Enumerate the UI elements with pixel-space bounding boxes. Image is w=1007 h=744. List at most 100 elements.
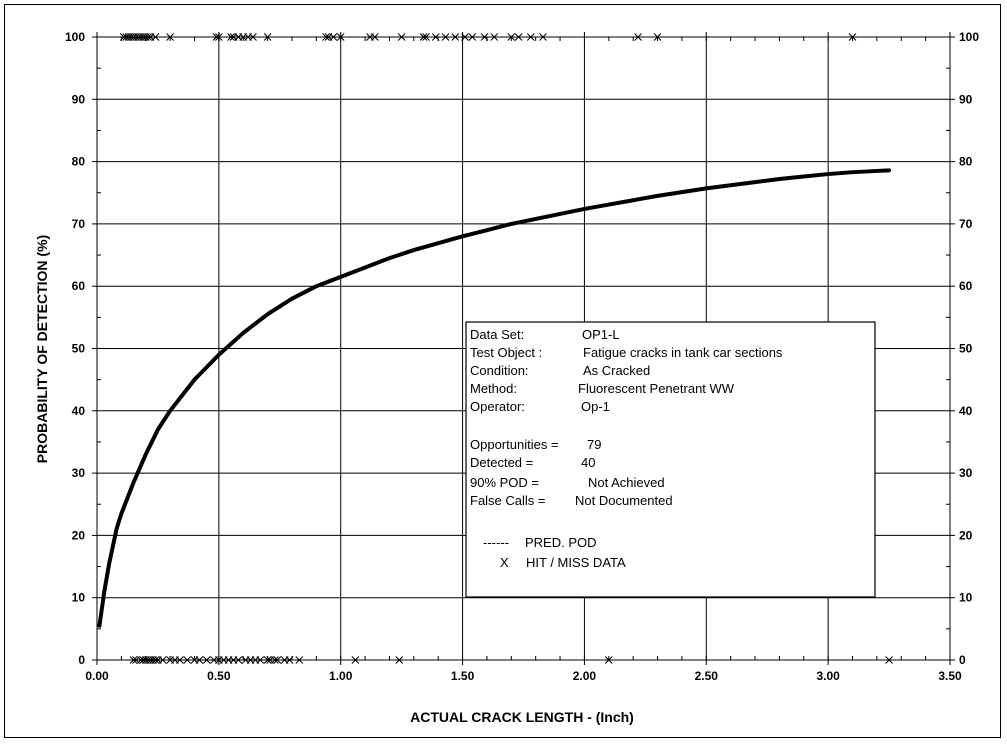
data-set-value: OP1-L [582, 327, 620, 342]
x-tick-label: 3.50 [938, 669, 962, 683]
marker-stroke [271, 656, 279, 664]
miss-markers [129, 656, 893, 664]
x-tick-label: 0.00 [85, 669, 109, 683]
hit-marker [431, 33, 440, 41]
method-value: Fluorescent Penetrant WW [578, 381, 735, 396]
y-tick-label-left: 40 [72, 404, 86, 418]
marker-stroke [604, 656, 613, 664]
y-tick-label-right: 30 [959, 466, 973, 480]
marker-stroke [256, 656, 265, 664]
operator-label: Operator: [470, 399, 525, 414]
y-tick-label-left: 50 [72, 342, 86, 356]
marker-stroke [144, 33, 153, 41]
chart-frame [4, 4, 1001, 738]
marker-stroke [215, 33, 223, 41]
miss-marker [158, 656, 167, 664]
opportunities-value: 79 [587, 437, 601, 452]
y-tick-labels-left: 0 10 20 30 40 50 60 70 80 90 100 [65, 30, 85, 667]
marker-stroke [183, 656, 192, 664]
marker-stroke [468, 33, 477, 41]
data-set-label: Data Set: [470, 327, 524, 342]
marker-stroke [539, 33, 547, 41]
miss-marker [263, 656, 272, 664]
miss-marker [885, 656, 893, 664]
condition-value: As Cracked [583, 363, 650, 378]
marker-stroke [295, 656, 304, 664]
hit-marker [441, 33, 450, 41]
false-calls-value: Not Documented [575, 493, 673, 508]
x-tick-label: 1.00 [329, 669, 353, 683]
axis-ticks [92, 32, 955, 665]
x-tick-label: 3.00 [816, 669, 840, 683]
detected-label: Detected = [470, 455, 533, 470]
hit-marker [151, 33, 160, 41]
hit-marker [422, 33, 430, 41]
hit-marker [397, 33, 406, 41]
hit-marker [336, 33, 345, 41]
x-tick-label: 1.50 [451, 669, 475, 683]
y-axis-title: PROBABILITY OF DETECTION (%) [34, 235, 50, 463]
false-calls-label: False Calls = [470, 493, 546, 508]
method-label: Method: [470, 381, 517, 396]
y-tick-label-right: 0 [959, 653, 966, 667]
hit-marker [461, 33, 469, 41]
marker-stroke [329, 33, 338, 41]
marker-stroke [634, 33, 642, 41]
x-tick-label: 0.50 [207, 669, 231, 683]
miss-marker [202, 656, 211, 664]
miss-marker [176, 656, 184, 664]
marker-stroke [514, 33, 523, 41]
x-tick-label: 2.00 [573, 669, 597, 683]
marker-stroke [507, 33, 516, 41]
marker-stroke [461, 33, 469, 41]
miss-marker [604, 656, 613, 664]
marker-stroke [397, 33, 406, 41]
marker-stroke [322, 33, 330, 41]
legend-line-symbol: ------ [483, 535, 509, 550]
y-tick-label-left: 90 [72, 92, 86, 106]
hit-marker [848, 33, 857, 41]
marker-stroke [129, 656, 138, 664]
marker-stroke [166, 33, 174, 41]
hit-marker [249, 33, 257, 41]
miss-marker [273, 656, 282, 664]
hit-marker [215, 33, 223, 41]
marker-stroke [351, 656, 360, 664]
legend-marker-label: HIT / MISS DATA [526, 555, 626, 570]
marker-stroke [263, 33, 272, 41]
hit-marker [322, 33, 330, 41]
hit-marker [490, 33, 499, 41]
miss-marker [285, 656, 294, 664]
miss-marker [351, 656, 360, 664]
x-tick-labels: 0.00 0.50 1.00 1.50 2.00 2.50 3.00 3.50 [85, 669, 962, 683]
marker-stroke [441, 33, 450, 41]
y-tick-labels-right: 0 10 20 30 40 50 60 70 80 90 100 [959, 30, 979, 667]
pod90-value: Not Achieved [588, 475, 665, 490]
pod-curve [97, 168, 892, 628]
y-tick-label-right: 60 [959, 279, 973, 293]
hit-marker [166, 33, 174, 41]
y-tick-label-left: 100 [65, 30, 85, 44]
marker-stroke [202, 656, 211, 664]
condition-label: Condition: [470, 363, 529, 378]
hit-marker [653, 33, 662, 41]
hit-marker [507, 33, 516, 41]
hit-marker [468, 33, 477, 41]
hit-marker [419, 33, 428, 41]
y-tick-label-right: 70 [959, 217, 973, 231]
marker-stroke [395, 656, 404, 664]
y-tick-label-right: 20 [959, 528, 973, 542]
hit-marker [451, 33, 460, 41]
y-tick-label-right: 90 [959, 92, 973, 106]
marker-stroke [490, 33, 499, 41]
pod90-label: 90% POD = [470, 475, 539, 490]
y-tick-label-right: 80 [959, 155, 973, 169]
hit-marker [480, 33, 489, 41]
y-tick-label-left: 30 [72, 466, 86, 480]
legend-marker-symbol: X [500, 555, 509, 570]
miss-marker [183, 656, 192, 664]
test-object-value: Fatigue cracks in tank car sections [583, 345, 783, 360]
hit-marker [514, 33, 523, 41]
marker-stroke [176, 656, 184, 664]
